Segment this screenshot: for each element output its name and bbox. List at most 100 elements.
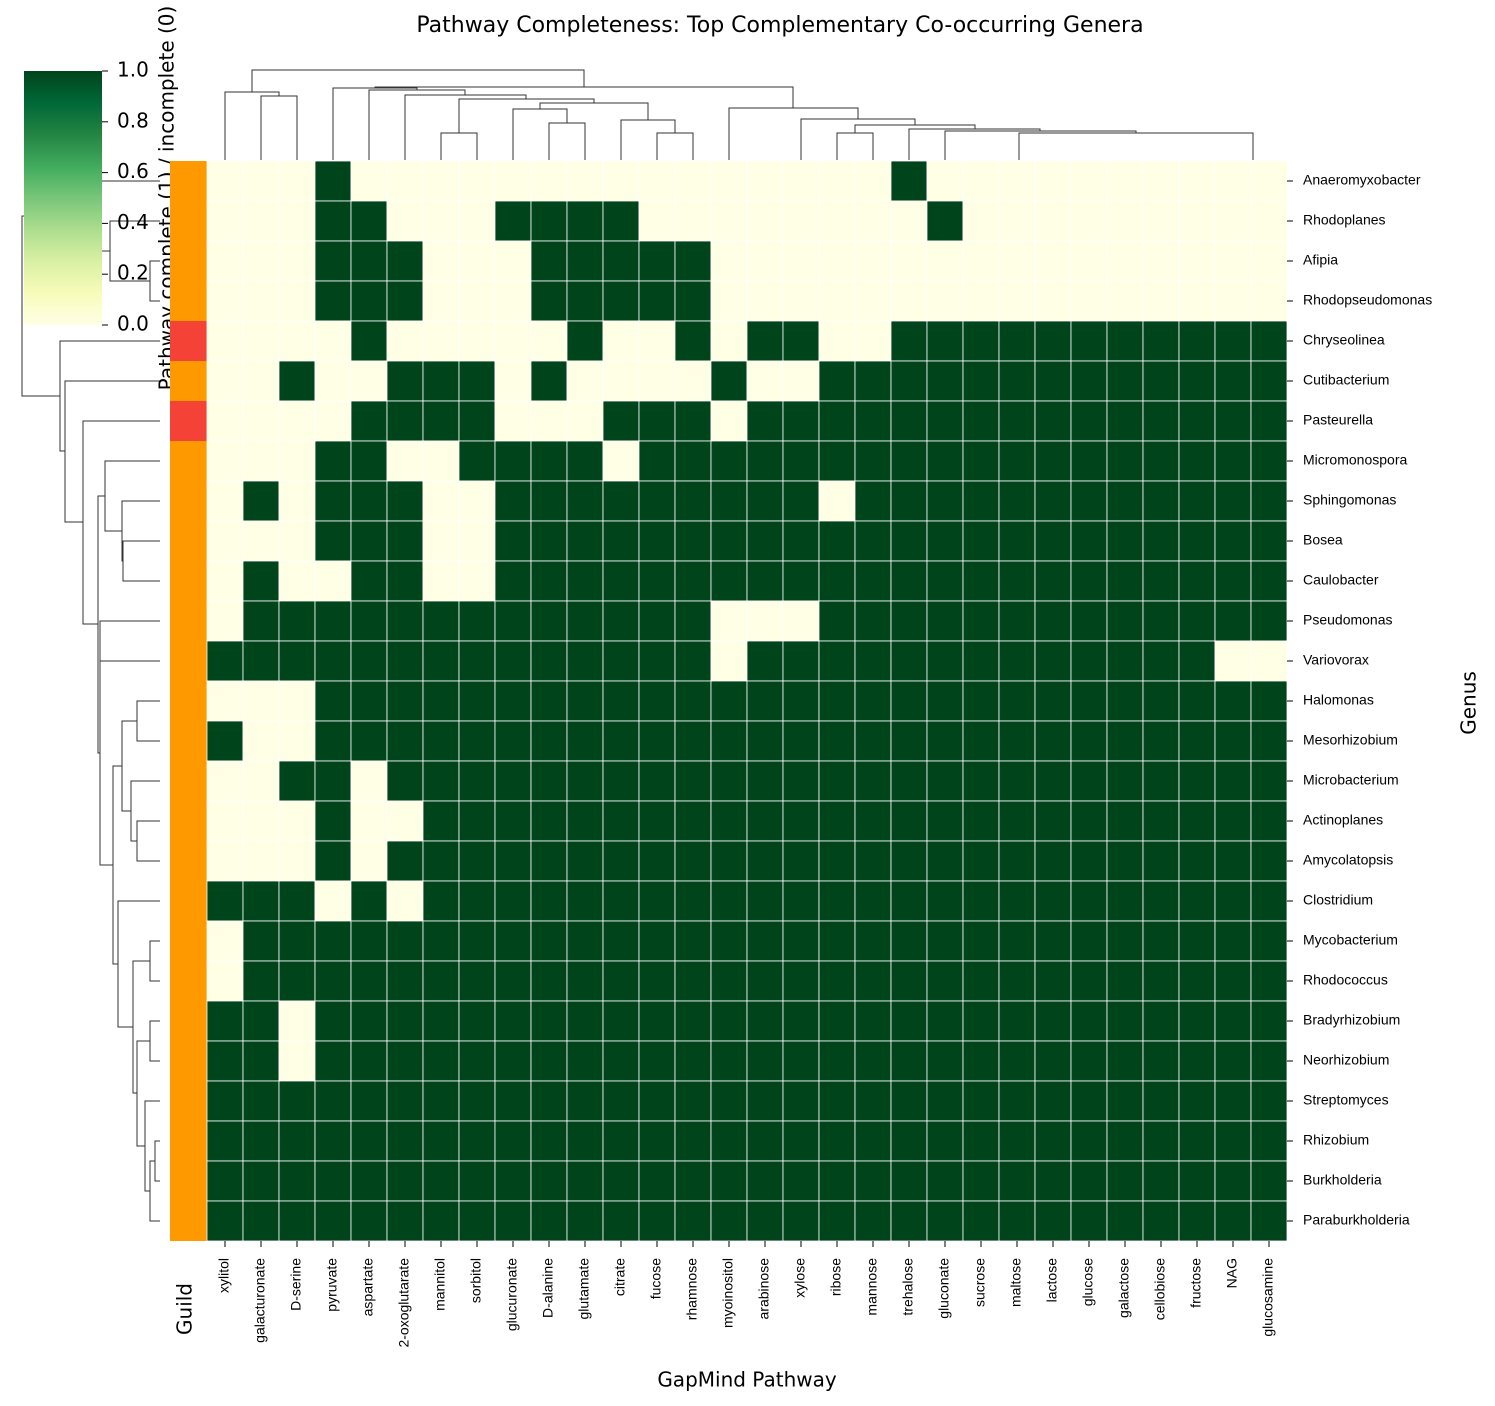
heatmap-cell [746, 240, 784, 282]
guild-cell [170, 881, 207, 921]
x-tick-label: gluconate [936, 1258, 952, 1319]
heatmap-cell [710, 1160, 748, 1202]
heatmap-cell [350, 800, 388, 842]
heatmap-cell [566, 320, 604, 362]
heatmap-cell [926, 480, 964, 522]
heatmap-cell [746, 840, 784, 882]
heatmap-cell [1178, 600, 1216, 642]
heatmap-cell [710, 880, 748, 922]
guild-cell [170, 641, 207, 681]
heatmap-cell [602, 1080, 640, 1122]
heatmap-cell [818, 880, 856, 922]
heatmap-cell [566, 240, 604, 282]
x-tick-label: pyruvate [324, 1258, 340, 1312]
heatmap-cell [782, 200, 820, 242]
heatmap-cell [674, 520, 712, 562]
heatmap-cell [638, 160, 676, 202]
heatmap-cell [1250, 440, 1288, 482]
heatmap-cell [1070, 360, 1108, 402]
heatmap-cell [530, 360, 568, 402]
heatmap-cell [494, 480, 532, 522]
heatmap-cell [746, 200, 784, 242]
heatmap-cell [350, 200, 388, 242]
heatmap-cell [998, 640, 1036, 682]
heatmap-cell [782, 1200, 820, 1242]
heatmap-cell [854, 360, 892, 402]
heatmap-cell [242, 440, 280, 482]
heatmap-cell [746, 480, 784, 522]
heatmap-cell [602, 560, 640, 602]
heatmap-cell [1070, 720, 1108, 762]
x-tick-label: xylose [792, 1258, 808, 1298]
x-tick-label: rhamnose [684, 1258, 700, 1320]
heatmap-cell [1142, 800, 1180, 842]
heatmap-cell [1178, 400, 1216, 442]
heatmap-cell [530, 800, 568, 842]
heatmap-cell [386, 840, 424, 882]
heatmap-cell [602, 600, 640, 642]
heatmap-cell [818, 720, 856, 762]
heatmap-cell [818, 240, 856, 282]
heatmap-cell [242, 1000, 280, 1042]
heatmap-cell [314, 720, 352, 762]
heatmap-cell [1178, 640, 1216, 682]
heatmap-cell [566, 1160, 604, 1202]
y-tick-label: Mycobacterium [1303, 932, 1398, 948]
heatmap-cell [926, 720, 964, 762]
heatmap-cell [278, 600, 316, 642]
y-tick-label: Rhizobium [1303, 1132, 1369, 1148]
heatmap-cell [1106, 920, 1144, 962]
heatmap-cell [386, 280, 424, 322]
heatmap-cell [890, 840, 928, 882]
x-tick-label: fructose [1188, 1258, 1204, 1308]
heatmap-cell [782, 760, 820, 802]
heatmap-cell [710, 440, 748, 482]
heatmap-cell [710, 720, 748, 762]
heatmap-cell [242, 800, 280, 842]
heatmap-cell [674, 1120, 712, 1162]
heatmap-cell [674, 880, 712, 922]
heatmap-cell [278, 760, 316, 802]
heatmap-cell [818, 520, 856, 562]
heatmap-cell [242, 680, 280, 722]
heatmap-cell [710, 240, 748, 282]
heatmap-cell [998, 160, 1036, 202]
heatmap-cell [278, 400, 316, 442]
heatmap-cell [890, 200, 928, 242]
heatmap-cell [386, 560, 424, 602]
heatmap-cell [818, 360, 856, 402]
heatmap-cell [638, 1200, 676, 1242]
heatmap-cell [782, 480, 820, 522]
heatmap-cell [638, 880, 676, 922]
heatmap-cell [494, 400, 532, 442]
heatmap-cell [782, 440, 820, 482]
heatmap-cell [206, 1120, 244, 1162]
guild-cell [170, 281, 207, 321]
heatmap-cell [386, 160, 424, 202]
heatmap-cell [494, 680, 532, 722]
heatmap-cell [674, 840, 712, 882]
heatmap-cell [566, 560, 604, 602]
heatmap-cell [1034, 840, 1072, 882]
heatmap-cell [1142, 480, 1180, 522]
heatmap-cell [1250, 600, 1288, 642]
heatmap-cell [566, 440, 604, 482]
heatmap-cell [890, 160, 928, 202]
heatmap-cell [314, 960, 352, 1002]
heatmap-cell [962, 1200, 1000, 1242]
heatmap-cell [1070, 880, 1108, 922]
heatmap-cell [1070, 520, 1108, 562]
heatmap-cell [674, 400, 712, 442]
heatmap-cell [530, 1200, 568, 1242]
heatmap-cell [566, 840, 604, 882]
heatmap-cell [386, 200, 424, 242]
heatmap-cell [854, 1160, 892, 1202]
heatmap-cell [1214, 840, 1252, 882]
heatmap-cell [458, 560, 496, 602]
heatmap-cell [278, 520, 316, 562]
heatmap-cell [206, 520, 244, 562]
heatmap-cell [926, 320, 964, 362]
heatmap-cell [926, 440, 964, 482]
heatmap-cell [962, 520, 1000, 562]
heatmap-cell [674, 480, 712, 522]
